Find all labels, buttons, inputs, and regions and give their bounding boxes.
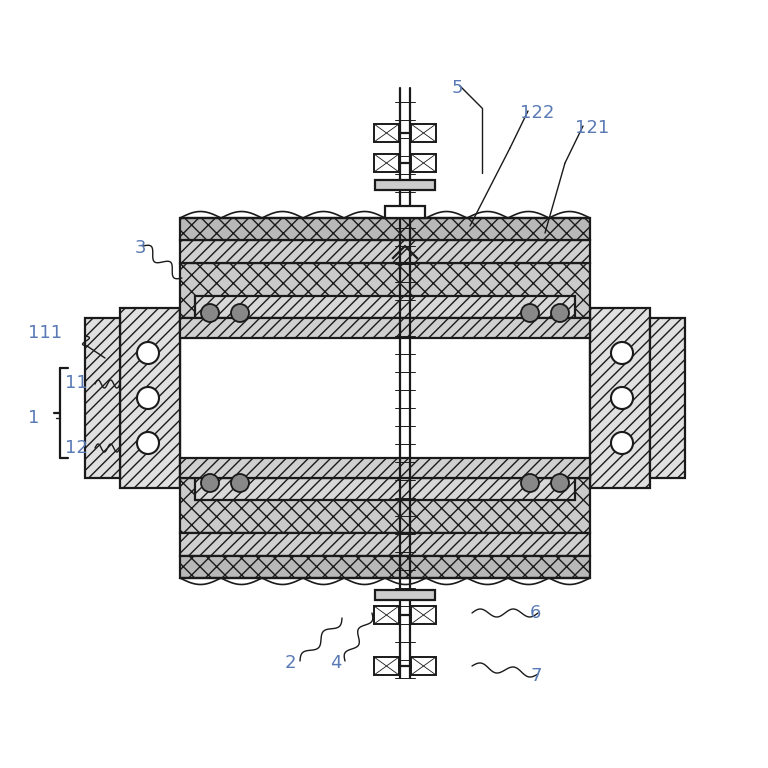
Bar [374, 154, 399, 172]
Text: 1: 1 [28, 409, 39, 427]
Bar [180, 263, 590, 318]
Bar [180, 218, 590, 240]
Text: 111: 111 [28, 324, 62, 342]
Bar [180, 533, 590, 556]
Bar [374, 606, 399, 624]
Text: 12: 12 [65, 439, 88, 457]
Bar [374, 124, 399, 142]
Bar [120, 308, 180, 488]
Bar [180, 318, 590, 338]
Bar [85, 318, 120, 478]
Text: 11: 11 [65, 374, 88, 392]
Circle shape [231, 304, 249, 322]
Text: 7: 7 [530, 667, 541, 685]
Bar [374, 657, 399, 675]
Circle shape [611, 342, 633, 364]
Bar [180, 458, 590, 478]
Bar [180, 478, 590, 533]
Circle shape [521, 304, 539, 322]
Bar [180, 556, 590, 578]
Circle shape [201, 304, 219, 322]
Bar [385, 206, 425, 218]
Circle shape [137, 342, 159, 364]
Circle shape [551, 304, 569, 322]
Bar [375, 180, 435, 190]
Bar [411, 124, 436, 142]
Bar [411, 657, 436, 675]
Circle shape [551, 474, 569, 492]
Text: 121: 121 [575, 119, 609, 137]
Bar [590, 308, 650, 488]
Bar [180, 240, 590, 263]
Bar [650, 318, 685, 478]
Circle shape [137, 432, 159, 454]
Text: 4: 4 [330, 654, 342, 672]
Text: 6: 6 [530, 604, 541, 622]
Circle shape [611, 432, 633, 454]
Bar [411, 606, 436, 624]
Bar [411, 154, 436, 172]
Circle shape [137, 387, 159, 409]
Text: 122: 122 [520, 104, 554, 122]
Bar [195, 296, 575, 318]
Circle shape [201, 474, 219, 492]
Circle shape [611, 387, 633, 409]
Text: 5: 5 [452, 79, 464, 97]
Text: 3: 3 [135, 239, 147, 257]
Text: 2: 2 [285, 654, 296, 672]
Circle shape [231, 474, 249, 492]
Bar [375, 590, 435, 600]
Bar [195, 478, 575, 500]
Circle shape [521, 474, 539, 492]
Bar [180, 318, 590, 478]
